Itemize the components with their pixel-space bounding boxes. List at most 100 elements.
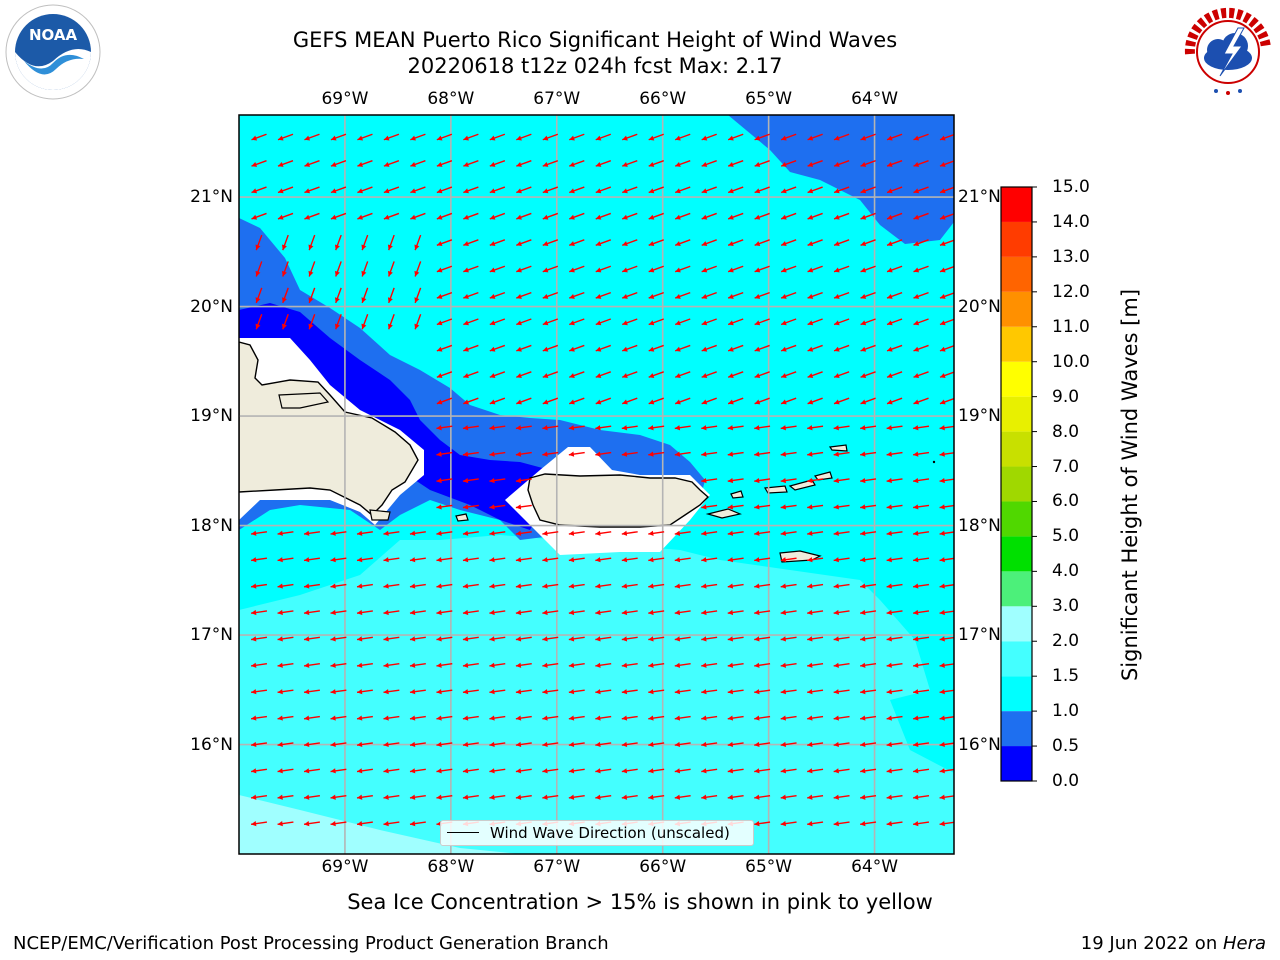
wave-arrow-head — [436, 214, 443, 220]
wave-arrow-head — [489, 741, 495, 748]
wave-arrow-head — [462, 583, 469, 589]
wave-arrow-head — [807, 741, 813, 748]
colorbar-segment — [1001, 711, 1032, 747]
wave-arrow-head — [701, 609, 707, 616]
wave-arrow-head — [357, 662, 363, 668]
lon-label-bottom: 65°W — [745, 857, 793, 877]
wave-arrow-head — [887, 373, 893, 379]
wave-arrow-head — [489, 293, 496, 299]
wave-arrow-head — [304, 768, 310, 774]
wave-arrow-head — [330, 689, 336, 695]
wave-arrow-head — [701, 399, 708, 405]
wave-arrow-head — [807, 161, 814, 167]
wave-arrow-head — [860, 689, 866, 695]
wave-arrow-head — [277, 135, 284, 141]
wave-arrow-head — [913, 477, 919, 484]
wave-arrow-head — [255, 270, 261, 277]
wave-arrow-head — [860, 373, 867, 379]
lat-label-right: 19°N — [958, 406, 1001, 427]
footer-date: 19 Jun 2022 on Hera — [1081, 933, 1266, 954]
wave-arrow-head — [489, 636, 495, 642]
colorbar-tick-label: 0.5 — [1052, 736, 1080, 757]
wave-arrow-head — [913, 794, 919, 800]
wave-arrow-head — [674, 557, 681, 563]
wave-arrow-head — [754, 135, 761, 141]
wave-arrow-head — [807, 794, 813, 800]
wave-arrow-head — [462, 557, 469, 563]
wave-arrow-head — [462, 451, 469, 457]
wave-arrow-head — [807, 293, 814, 299]
wave-arrow-head — [383, 636, 389, 642]
wave-arrow-head — [754, 662, 760, 668]
wave-arrow-head — [595, 293, 602, 299]
wave-arrow-head — [462, 425, 469, 431]
wave-arrow-head — [595, 662, 601, 668]
wave-arrow-head — [887, 135, 893, 141]
wave-arrow-head — [515, 741, 522, 748]
wave-arrow-head — [834, 267, 840, 273]
wave-arrow-head — [701, 768, 707, 774]
wave-arrow-head — [489, 451, 495, 457]
colorbar-segment — [1001, 641, 1032, 677]
wave-arrow-head — [489, 241, 496, 247]
colorbar-tick-label: 1.0 — [1052, 701, 1080, 722]
wave-arrow-head — [780, 741, 787, 748]
wave-arrow-head — [387, 297, 393, 303]
wave-arrow-head — [913, 425, 919, 431]
colorbar-segment — [1001, 466, 1032, 502]
wave-arrow-head — [913, 214, 920, 220]
colorbar-segment — [1001, 676, 1032, 712]
wave-arrow-head — [542, 794, 548, 800]
wave-arrow-head — [754, 689, 760, 695]
wave-arrow-head — [569, 293, 575, 299]
wave-arrow-head — [436, 557, 442, 563]
wave-arrow-head — [728, 135, 734, 141]
wave-arrow-head — [834, 214, 840, 220]
wave-arrow-head — [251, 557, 257, 563]
wave-arrow-head — [886, 715, 892, 721]
wave-arrow-head — [807, 768, 813, 774]
wave-arrow-head — [436, 399, 443, 405]
wave-arrow-head — [436, 609, 442, 616]
lon-label-top: 66°W — [639, 89, 687, 109]
wave-arrow-head — [913, 399, 920, 405]
wave-arrow-head — [304, 609, 310, 616]
wave-arrow-head — [568, 768, 575, 774]
wave-arrow-head — [833, 821, 839, 827]
wave-arrow-head — [330, 715, 336, 721]
wave-arrow-head — [595, 214, 602, 220]
wave-arrow-head — [409, 715, 416, 721]
wave-arrow-head — [282, 270, 287, 277]
wave-arrow-head — [674, 636, 681, 642]
wave-arrow-head — [728, 320, 734, 326]
wave-arrow-head — [542, 609, 548, 616]
wave-arrow-head — [622, 399, 628, 405]
wave-arrow-head — [727, 768, 734, 774]
wave-arrow-head — [357, 161, 363, 167]
wave-arrow-head — [860, 214, 867, 220]
wave-arrow-head — [833, 583, 839, 589]
colorbar-segment — [1001, 746, 1032, 781]
colorbar-segment — [1001, 361, 1032, 397]
wave-arrow-head — [939, 477, 945, 484]
wave-arrow-head — [515, 451, 522, 457]
wave-arrow-head — [277, 188, 284, 194]
wave-arrow-head — [277, 557, 283, 563]
wave-arrow-head — [860, 135, 867, 141]
wave-arrow-head — [436, 161, 443, 167]
wave-arrow-head — [780, 636, 787, 642]
wave-arrow-head — [727, 530, 734, 536]
wave-arrow-head — [754, 267, 761, 273]
wave-arrow-head — [887, 188, 893, 194]
wave-arrow-head — [939, 715, 945, 721]
wave-arrow-head — [807, 715, 813, 721]
colorbar-segment — [1001, 396, 1032, 432]
lat-label-left: 21°N — [190, 187, 233, 208]
colorbar-tick-label: 13.0 — [1052, 246, 1090, 267]
wave-arrow-head — [940, 346, 946, 352]
wave-arrow-head — [913, 689, 919, 695]
wave-arrow-head — [542, 320, 549, 326]
wave-arrow-head — [727, 636, 734, 642]
wave-arrow-head — [701, 689, 707, 695]
wave-arrow-head — [334, 270, 340, 277]
